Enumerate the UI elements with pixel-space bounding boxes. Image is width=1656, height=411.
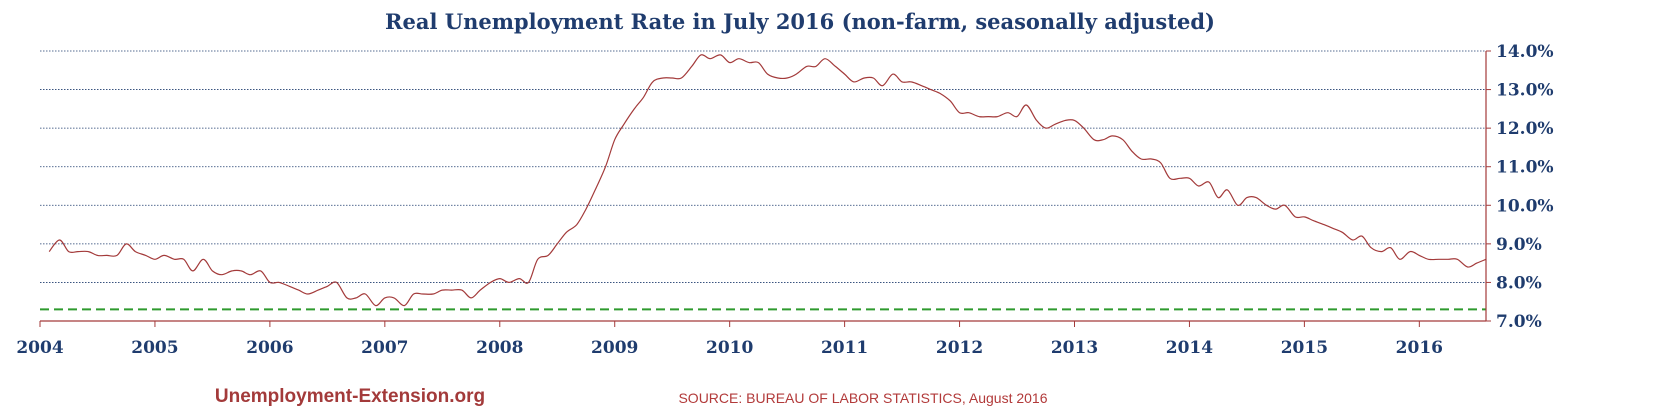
y-tick-label: 14.0%	[1496, 42, 1554, 62]
y-tick-label: 9.0%	[1496, 235, 1542, 255]
x-tick-label: 2009	[591, 338, 638, 358]
axes	[40, 51, 1487, 322]
y-axis-ticks: 7.0% 8.0% 9.0% 10.0% 11.0% 12.0% 13.0% 14.0%	[1486, 42, 1554, 332]
y-tick-label: 12.0%	[1496, 119, 1554, 139]
x-tick-label: 2004	[16, 338, 63, 358]
series-line	[48, 54, 1487, 307]
series	[48, 54, 1487, 307]
x-tick-label: 2007	[361, 338, 408, 358]
source-note: SOURCE: BUREAU OF LABOR STATISTICS, Augu…	[678, 390, 1047, 406]
x-tick-label: 2006	[246, 338, 293, 358]
x-tick-label: 2014	[1166, 338, 1213, 358]
x-tick-label: 2011	[821, 338, 868, 358]
x-axis-ticks: 2004 2005 2006 2007 2008 2009 2010 2011 2012 2013…	[16, 321, 1443, 358]
x-tick-label: 2013	[1051, 338, 1098, 358]
y-tick-label: 7.0%	[1496, 312, 1542, 332]
site-brand: Unemployment-Extension.org	[215, 386, 485, 407]
y-tick-label: 8.0%	[1496, 273, 1542, 293]
y-tick-label: 11.0%	[1496, 158, 1554, 178]
x-tick-label: 2016	[1396, 338, 1443, 358]
x-tick-label: 2010	[706, 338, 753, 358]
x-tick-label: 2005	[131, 338, 178, 358]
x-tick-label: 2015	[1281, 338, 1328, 358]
x-tick-label: 2008	[476, 338, 523, 358]
chart-title: Real Unemployment Rate in July 2016 (non…	[385, 9, 1215, 34]
grid	[40, 50, 1486, 283]
y-tick-label: 13.0%	[1496, 81, 1554, 101]
y-tick-label: 10.0%	[1496, 196, 1554, 216]
x-tick-label: 2012	[936, 338, 983, 358]
